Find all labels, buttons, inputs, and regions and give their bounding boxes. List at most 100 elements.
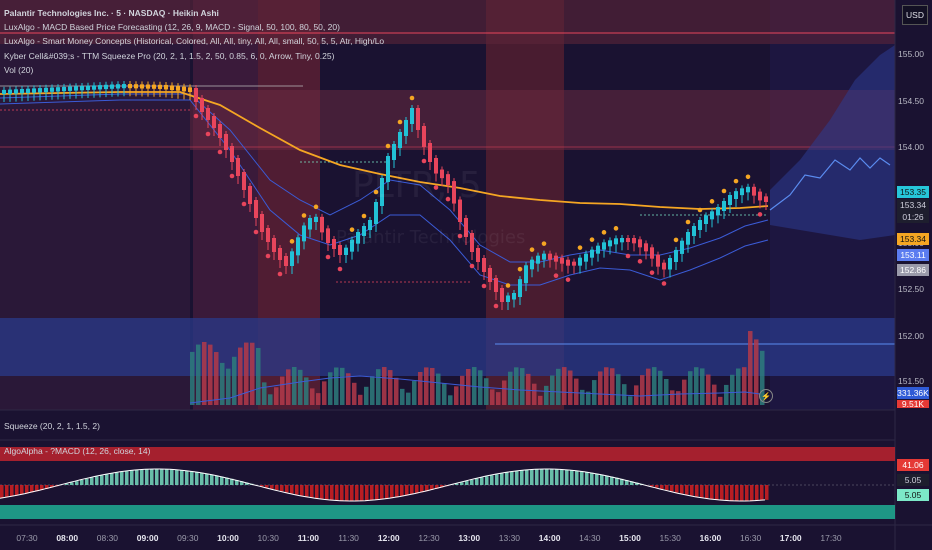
volume-bar: [706, 374, 711, 405]
legend-line-4[interactable]: Vol (20): [4, 64, 34, 75]
supply-zone-top: [0, 0, 895, 44]
sar-dot: [733, 178, 739, 184]
macd-bar: [190, 471, 194, 485]
macd-bar: [515, 471, 519, 485]
candle-body: [500, 288, 504, 302]
volume-bar: [394, 377, 399, 405]
candle-body: [332, 239, 336, 249]
time-tick: 13:30: [498, 533, 521, 543]
currency-button[interactable]: USD: [902, 5, 928, 25]
candle-body: [224, 134, 228, 150]
volume-bar: [616, 374, 621, 405]
macd-bar: [535, 469, 539, 485]
macd-bar: [220, 476, 224, 485]
macd-bar: [730, 485, 734, 501]
volume-bar: [358, 394, 363, 405]
candle-body: [584, 253, 588, 262]
macd-bar: [530, 469, 534, 485]
countdown-tag: 01:26: [897, 211, 929, 223]
candle-body: [464, 218, 468, 237]
sar-dot: [589, 237, 595, 242]
candle-body: [254, 200, 258, 218]
candle-body: [92, 85, 96, 90]
volume-bar: [748, 331, 753, 405]
sar-dot: [721, 188, 727, 194]
legend-line-2[interactable]: LuxAlgo - Smart Money Concepts (Historic…: [4, 36, 384, 47]
macd-bar: [40, 485, 44, 491]
price-tick: 154.00: [898, 142, 924, 152]
volume-bar: [340, 367, 345, 405]
sar-dot: [241, 201, 247, 207]
time-tick: 10:30: [257, 533, 279, 543]
candle-body: [236, 158, 240, 176]
volume-bar: [550, 375, 555, 405]
sar-dot: [577, 245, 583, 250]
candle-body: [308, 218, 312, 230]
macd-bar: [65, 483, 69, 485]
candle-body: [98, 85, 102, 90]
macd-bar: [680, 485, 684, 494]
candle-body: [686, 232, 690, 245]
legend-line-3[interactable]: Kyber Cell&#039;s - TTM Squeeze Pro (20,…: [4, 50, 335, 61]
volume-bar: [760, 350, 765, 405]
volume-bar: [682, 379, 687, 405]
replay-icon[interactable]: ⚡: [759, 389, 773, 403]
candle-body: [638, 239, 642, 248]
candle-body: [2, 89, 6, 94]
candle-body: [518, 279, 522, 297]
candle-body: [692, 226, 696, 236]
time-tick: 09:00: [136, 533, 159, 543]
time-tick: 12:30: [418, 533, 440, 543]
candle-body: [602, 242, 606, 250]
candle-body: [248, 186, 252, 204]
volume-bar: [364, 386, 369, 405]
volume-bar: [190, 351, 195, 405]
volume-bar: [670, 390, 675, 405]
candle-body: [368, 220, 372, 230]
macd-bar: [690, 485, 694, 496]
candle-body: [398, 132, 402, 148]
macd-bar: [45, 485, 49, 489]
sar-dots: [193, 95, 763, 309]
candle-body: [704, 215, 708, 224]
volume-bar: [742, 367, 747, 405]
macd-bar: [260, 485, 264, 487]
candle-body: [362, 226, 366, 236]
macd-bar: [430, 485, 434, 490]
macd-bar: [340, 485, 344, 501]
candle-body: [452, 181, 456, 204]
symbol-watermark: PLTR, 5: [352, 165, 482, 206]
volume-bar: [592, 380, 597, 405]
candle-body: [104, 84, 108, 90]
macd-bar: [585, 471, 589, 485]
macd-tag-3: 5.05: [897, 489, 929, 501]
macd-pane-label[interactable]: AlgoAlpha - ?MACD (12, 26, close, 14): [4, 446, 151, 456]
forecast-cloud: [770, 45, 895, 240]
sar-dot: [613, 226, 619, 231]
symbol-title[interactable]: Palantir Technologies Inc. · 5 · NASDAQ …: [4, 8, 219, 18]
sar-dot: [697, 207, 703, 213]
sar-dot: [361, 213, 367, 219]
candle-body: [596, 245, 600, 254]
macd-bar: [95, 476, 99, 485]
legend-line-1[interactable]: LuxAlgo - MACD Based Price Forecasting (…: [4, 22, 340, 33]
volume-bar: [598, 371, 603, 405]
volume-bar: [712, 384, 717, 405]
sar-dot: [685, 219, 691, 225]
sar-dot: [745, 174, 751, 180]
macd-bar: [305, 485, 309, 497]
candle-body: [74, 86, 78, 91]
candle-body: [170, 85, 174, 91]
squeeze-pane-label[interactable]: Squeeze (20, 2, 1, 1.5, 2): [4, 421, 100, 431]
sar-dot: [301, 213, 307, 218]
candle-body: [650, 247, 654, 259]
candle-body: [746, 186, 750, 193]
volume-bar: [250, 342, 255, 405]
candle-body: [86, 85, 90, 90]
volume-bar: [286, 369, 291, 405]
volume-bar: [292, 367, 297, 405]
macd-bar: [425, 485, 429, 492]
sar-dot: [601, 230, 607, 235]
macd-bar: [540, 469, 544, 485]
